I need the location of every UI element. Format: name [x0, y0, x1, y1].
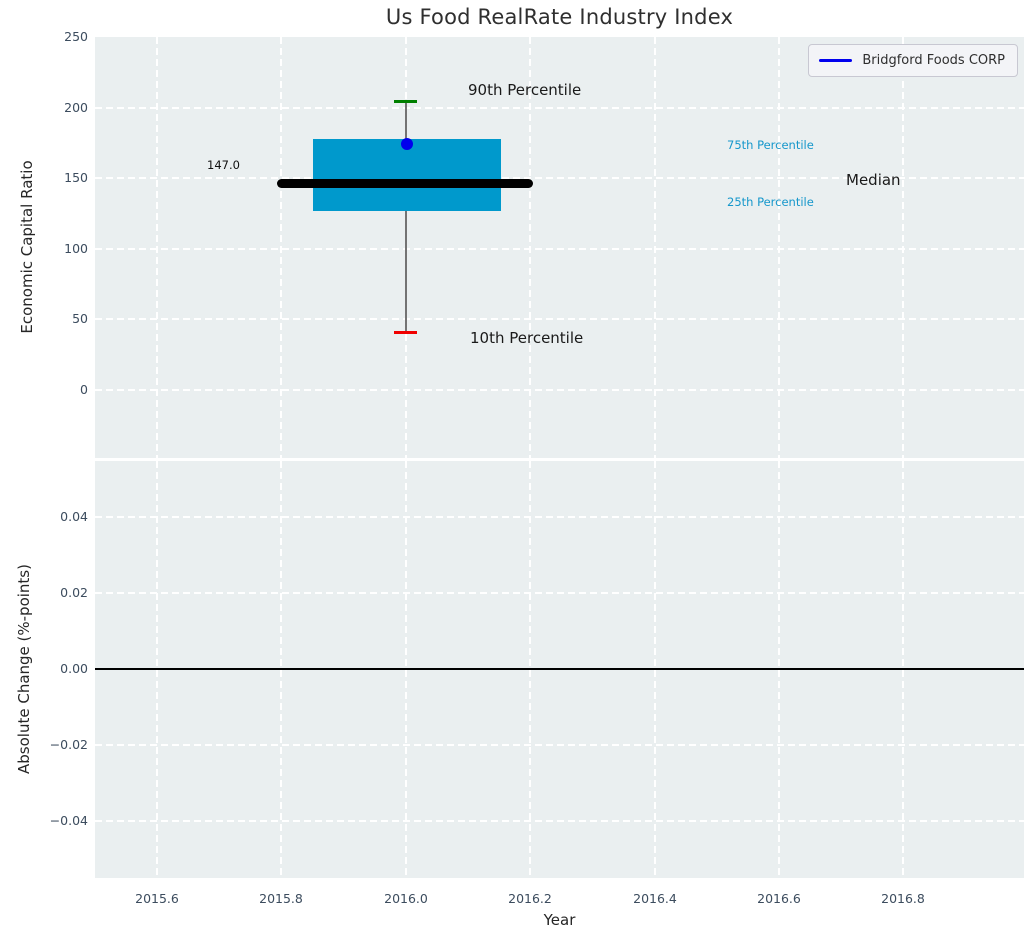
median-value-label: 147.0: [207, 158, 240, 172]
ytick-150: 150: [64, 170, 88, 185]
company-point: [401, 138, 413, 150]
gridline-h-200: [95, 107, 1024, 109]
ytick-250: 250: [64, 29, 88, 44]
absolute-change-plot: [95, 461, 1024, 878]
xtick-2016.0: 2016.0: [384, 891, 428, 906]
p10-cap: [394, 331, 417, 334]
x-axis-label: Year: [543, 911, 576, 929]
ytick-100: 100: [64, 241, 88, 256]
legend: Bridgford Foods CORP: [808, 44, 1018, 77]
xtick-2016.6: 2016.6: [757, 891, 801, 906]
p75-annotation: 75th Percentile: [727, 138, 814, 152]
whisker-line: [405, 101, 407, 332]
legend-line-swatch: [819, 59, 853, 62]
gridline-h-0.02: [95, 592, 1024, 594]
p10-annotation: 10th Percentile: [470, 329, 584, 347]
gridline-h--0.02: [95, 744, 1024, 746]
gridline-h-50: [95, 318, 1024, 320]
p25-annotation: 25th Percentile: [727, 195, 814, 209]
ytick--0.04: −0.04: [49, 813, 88, 828]
ytick-50: 50: [72, 311, 88, 326]
p90-annotation: 90th Percentile: [468, 81, 582, 99]
gridline-h-0: [95, 389, 1024, 391]
zero-line: [95, 668, 1024, 670]
economic-capital-ratio-plot: 147.0 90th Percentile 10th Percentile 75…: [95, 37, 1024, 458]
gridline-h-150: [95, 177, 1024, 179]
xtick-2015.6: 2015.6: [135, 891, 179, 906]
gridline-v-2016.6: [778, 37, 780, 458]
gridline-h--0.04: [95, 820, 1024, 822]
gridline-v-2015.8: [280, 37, 282, 458]
median-line: [277, 179, 533, 188]
ytick-0.00: 0.00: [60, 661, 88, 676]
ytick-0.04: 0.04: [60, 509, 88, 524]
ytick--0.02: −0.02: [49, 737, 88, 752]
xtick-2016.2: 2016.2: [508, 891, 552, 906]
gridline-v-2016.2: [529, 37, 531, 458]
xtick-2015.8: 2015.8: [259, 891, 303, 906]
xtick-2016.4: 2016.4: [633, 891, 677, 906]
p90-cap: [394, 100, 417, 103]
gridline-v-2015.6: [156, 37, 158, 458]
gridline-h-100: [95, 248, 1024, 250]
y-axis-label-top: Economic Capital Ratio: [18, 160, 36, 334]
ytick-0: 0: [80, 382, 88, 397]
ytick-200: 200: [64, 100, 88, 115]
chart-title: Us Food RealRate Industry Index: [385, 5, 734, 29]
median-annotation: Median: [846, 171, 901, 189]
gridline-v-2016.8: [902, 37, 904, 458]
gridline-v-2016.4: [654, 37, 656, 458]
gridline-h-0.04: [95, 516, 1024, 518]
xtick-2016.8: 2016.8: [881, 891, 925, 906]
y-axis-label-bottom: Absolute Change (%-points): [15, 564, 33, 774]
legend-label: Bridgford Foods CORP: [862, 53, 1005, 68]
iqr-box: [313, 139, 501, 211]
ytick-0.02: 0.02: [60, 585, 88, 600]
